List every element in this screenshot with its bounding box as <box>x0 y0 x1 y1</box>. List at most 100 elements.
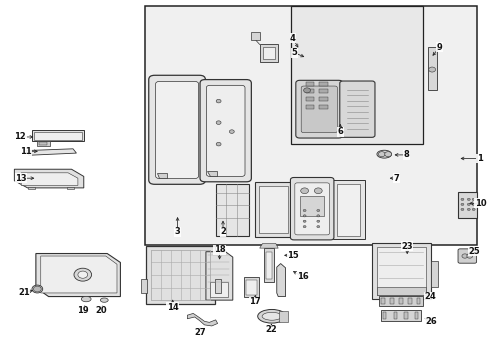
Text: 2: 2 <box>220 228 226 237</box>
Bar <box>210 282 228 297</box>
Ellipse shape <box>262 312 282 320</box>
Polygon shape <box>157 173 167 178</box>
Text: 21: 21 <box>18 288 30 297</box>
Bar <box>319 97 328 101</box>
Bar <box>145 6 477 244</box>
Circle shape <box>317 215 320 217</box>
Polygon shape <box>21 173 78 185</box>
Circle shape <box>461 208 464 211</box>
Text: 26: 26 <box>426 317 438 326</box>
Circle shape <box>301 188 309 194</box>
FancyBboxPatch shape <box>149 75 205 184</box>
Bar <box>415 312 418 319</box>
Bar <box>264 248 274 282</box>
Circle shape <box>304 88 311 93</box>
Bar <box>151 250 210 300</box>
Bar <box>255 182 292 237</box>
Circle shape <box>216 99 221 103</box>
Text: 25: 25 <box>469 247 481 256</box>
Circle shape <box>472 198 475 201</box>
Bar <box>319 105 328 109</box>
Text: 22: 22 <box>266 325 277 334</box>
Circle shape <box>378 152 385 157</box>
FancyBboxPatch shape <box>291 177 334 240</box>
Text: 20: 20 <box>95 306 107 315</box>
Text: 27: 27 <box>194 328 206 337</box>
Text: 19: 19 <box>77 306 89 315</box>
Polygon shape <box>187 314 218 326</box>
Circle shape <box>303 226 306 228</box>
Text: 6: 6 <box>337 127 343 136</box>
Polygon shape <box>41 256 117 293</box>
Ellipse shape <box>100 298 108 302</box>
Bar <box>399 298 403 305</box>
Circle shape <box>461 198 464 201</box>
Bar <box>260 44 278 62</box>
Circle shape <box>467 203 470 206</box>
Bar <box>306 105 315 109</box>
Text: 3: 3 <box>175 228 180 237</box>
Circle shape <box>74 268 92 281</box>
Polygon shape <box>260 243 278 248</box>
Bar <box>142 279 147 293</box>
Bar <box>337 184 360 235</box>
Circle shape <box>303 210 306 212</box>
Circle shape <box>462 254 468 258</box>
Circle shape <box>229 130 234 134</box>
Circle shape <box>317 226 320 228</box>
Bar <box>393 312 397 319</box>
Bar <box>259 186 288 233</box>
FancyBboxPatch shape <box>206 85 245 176</box>
Circle shape <box>429 67 436 72</box>
Bar <box>67 187 74 189</box>
FancyBboxPatch shape <box>301 86 337 133</box>
Circle shape <box>467 254 473 258</box>
Bar <box>279 311 288 321</box>
Bar <box>372 243 431 299</box>
Bar <box>306 82 315 86</box>
Bar <box>266 252 272 279</box>
Bar <box>319 82 328 86</box>
Bar <box>458 192 477 218</box>
FancyBboxPatch shape <box>296 80 343 138</box>
Bar <box>377 247 426 296</box>
Text: 15: 15 <box>287 251 299 260</box>
Bar <box>408 298 412 305</box>
Text: 7: 7 <box>393 174 399 183</box>
Circle shape <box>303 220 306 222</box>
Text: 1: 1 <box>477 154 483 163</box>
Bar <box>37 140 49 146</box>
Bar <box>377 287 426 296</box>
Bar <box>246 280 257 295</box>
Circle shape <box>317 220 320 222</box>
Ellipse shape <box>81 296 91 302</box>
Circle shape <box>216 121 221 125</box>
Bar <box>39 141 47 145</box>
FancyBboxPatch shape <box>458 249 477 263</box>
Text: 10: 10 <box>475 199 486 208</box>
Bar <box>306 89 315 93</box>
Circle shape <box>78 271 88 278</box>
Bar <box>34 132 82 140</box>
Text: 8: 8 <box>403 150 409 159</box>
Text: 4: 4 <box>290 34 296 43</box>
Bar <box>381 298 385 305</box>
Text: 18: 18 <box>214 246 225 255</box>
Circle shape <box>472 203 475 206</box>
Bar <box>27 187 35 189</box>
Text: 17: 17 <box>249 297 261 306</box>
Ellipse shape <box>377 150 392 158</box>
Text: 9: 9 <box>437 43 442 52</box>
Bar <box>244 277 259 297</box>
Polygon shape <box>14 169 84 188</box>
Circle shape <box>216 142 221 146</box>
FancyBboxPatch shape <box>340 81 375 137</box>
Polygon shape <box>277 264 286 297</box>
Text: 11: 11 <box>20 147 32 156</box>
Circle shape <box>467 208 470 211</box>
Polygon shape <box>26 149 76 155</box>
Circle shape <box>467 198 470 201</box>
Circle shape <box>303 215 306 217</box>
Bar <box>292 6 423 144</box>
Bar <box>333 180 365 239</box>
